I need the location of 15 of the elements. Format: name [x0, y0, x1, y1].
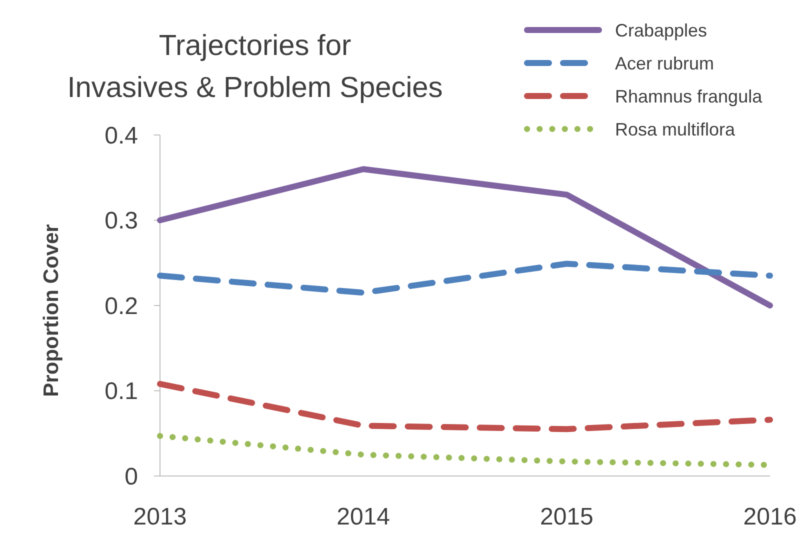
legend-label: Rosa multiflora	[615, 119, 736, 140]
legend-label: Rhamnus frangula	[615, 86, 764, 106]
y-tick-label: 0.4	[104, 122, 138, 150]
y-tick-label: 0	[124, 463, 138, 490]
legend-label: Crabapples	[615, 20, 708, 40]
x-tick-label: 2016	[743, 503, 797, 530]
y-tick-label: 0.2	[104, 292, 138, 320]
x-tick-label: 2015	[540, 503, 594, 530]
y-tick-label: 0.1	[104, 378, 138, 406]
y-tick-label: 0.3	[104, 208, 138, 235]
chart-title: Trajectories for Invasives & Problem Species	[67, 30, 443, 104]
legend-label: Acer rubrum	[615, 53, 714, 74]
y-axis-title: Proportion Cover	[40, 224, 63, 397]
x-tick-label: 2013	[133, 503, 187, 530]
x-tick-label: 2014	[336, 503, 390, 530]
